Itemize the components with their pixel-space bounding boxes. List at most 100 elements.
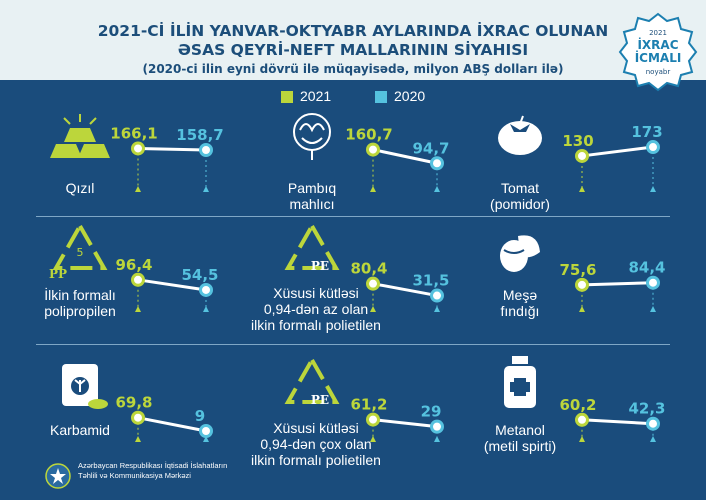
legend-label-2021: 2021 xyxy=(300,88,332,104)
item-label-line: (metil spirti) xyxy=(483,438,557,454)
slope-line xyxy=(372,418,438,429)
value-label-2020: 42,3 xyxy=(628,400,665,418)
emblem-icon xyxy=(45,463,71,489)
item-label: Meşə fındığı xyxy=(440,287,600,319)
point-2021 xyxy=(366,412,380,427)
item-label-line: 0,94-dən çox olan xyxy=(260,436,372,452)
point-2020 xyxy=(646,140,660,155)
value-label-2020: 9 xyxy=(195,407,205,425)
item-label-line: Qızıl xyxy=(65,180,95,196)
svg-text:PE: PE xyxy=(311,393,329,407)
item-label-line: mahlıcı xyxy=(289,196,335,212)
axis-marker-2020 xyxy=(434,436,440,442)
hazelnut-icon xyxy=(500,235,540,272)
page-title-line2: ƏSAS QEYRİ-NEFT MALLARININ SİYAHISI xyxy=(177,41,529,59)
axis-marker-2020 xyxy=(203,306,209,312)
item-label-line: ilkin formalı polietilen xyxy=(251,317,381,333)
value-label-2021: 160,7 xyxy=(345,126,392,144)
point-2020 xyxy=(646,275,660,290)
recycle-pp-icon: 5 PP xyxy=(49,221,108,281)
value-label-2020: 31,5 xyxy=(412,272,449,290)
badge-line1: İXRAC xyxy=(637,37,678,52)
chart-panel xyxy=(0,80,706,500)
point-2021 xyxy=(366,276,380,291)
slope-line xyxy=(137,416,207,433)
item-label: Qızıl xyxy=(0,180,160,196)
value-label-2021: 96,4 xyxy=(115,256,152,274)
axis-marker-2021 xyxy=(135,306,141,312)
badge-month: noyabr xyxy=(646,68,671,76)
badge-year: 2021 xyxy=(649,29,667,37)
point-2020 xyxy=(199,282,213,297)
item-label: Pambıq mahlıcı xyxy=(232,180,392,212)
tomato-icon xyxy=(498,115,542,155)
slope-line xyxy=(137,278,207,292)
legend-swatch-2021 xyxy=(281,91,293,103)
item-label: Karbamid xyxy=(0,422,160,438)
value-label-2021: 60,2 xyxy=(559,396,596,414)
ixrac-icmali-badge: 2021 İXRAC İCMALI noyabr xyxy=(618,12,698,92)
point-2020 xyxy=(430,419,444,434)
cotton-icon xyxy=(293,113,331,160)
item-label: İlkin formalı polipropilen xyxy=(0,287,160,319)
item-label-line: (pomidor) xyxy=(490,196,550,212)
item-label-line: Xüsusi kütləsi xyxy=(273,285,359,301)
point-2021 xyxy=(131,410,145,425)
item-label-line: 0,94-dən az olan xyxy=(263,301,369,317)
axis-marker-2021 xyxy=(579,306,585,312)
axis-marker-2020 xyxy=(434,186,440,192)
item-label-line: fındığı xyxy=(500,303,540,319)
value-label-2021: 130 xyxy=(562,132,593,150)
slope-line xyxy=(372,282,438,298)
axis-marker-2020 xyxy=(203,436,209,442)
item-label-line: ilkin formalı polietilen xyxy=(251,452,381,468)
axis-marker-2021 xyxy=(135,186,141,192)
value-label-2020: 94,7 xyxy=(412,139,449,157)
value-label-2020: 84,4 xyxy=(628,259,665,277)
point-2020 xyxy=(199,424,213,438)
point-2020 xyxy=(430,288,444,303)
gold-bars-icon xyxy=(50,114,110,158)
axis-marker-2020 xyxy=(203,186,209,192)
legend-swatch-2020 xyxy=(375,91,387,103)
value-label-2020: 173 xyxy=(631,123,662,141)
svg-text:PE: PE xyxy=(311,259,329,273)
axis-marker-2021 xyxy=(370,186,376,192)
point-2021 xyxy=(131,272,145,287)
point-2021 xyxy=(366,142,380,157)
fertilizer-bag-icon xyxy=(62,364,108,409)
point-2021 xyxy=(575,277,589,292)
axis-marker-2021 xyxy=(579,186,585,192)
axis-marker-2021 xyxy=(370,306,376,312)
slope-line xyxy=(581,145,654,158)
axis-marker-2021 xyxy=(370,436,376,442)
page-title-line1: 2021-Cİ İLİN YANVAR-OKTYABR AYLARINDA İX… xyxy=(97,22,609,40)
recycle-pe-icon: PE xyxy=(284,355,340,407)
axis-marker-2021 xyxy=(135,436,141,442)
page-subtitle: (2020-ci ilin eyni dövrü ilə müqayisədə,… xyxy=(142,62,564,76)
recycle-pe-icon: PE xyxy=(284,221,340,273)
bottle-icon xyxy=(504,356,536,408)
point-2020 xyxy=(430,156,444,171)
value-label-2021: 166,1 xyxy=(110,124,157,142)
value-label-2020: 158,7 xyxy=(176,126,223,144)
footer-org: Azərbaycan Respublikası İqtisadi İslahat… xyxy=(78,461,228,480)
slope-line xyxy=(137,146,207,152)
point-2021 xyxy=(575,148,589,163)
item-label-line: Meşə xyxy=(502,287,538,303)
item-label-line: Xüsusi kütləsi xyxy=(273,420,359,436)
row-divider-2 xyxy=(36,344,670,345)
value-label-2020: 29 xyxy=(421,403,442,421)
point-2020 xyxy=(646,416,660,431)
value-label-2021: 61,2 xyxy=(350,396,387,414)
row-divider-1 xyxy=(36,216,670,217)
item-label: Xüsusi kütləsi 0,94-dən az olan ilkin form… xyxy=(236,285,396,333)
value-label-2020: 54,5 xyxy=(181,266,218,284)
axis-marker-2020 xyxy=(650,436,656,442)
slope-line xyxy=(372,148,438,165)
slope-line xyxy=(581,281,654,287)
item-label: Xüsusi kütləsi 0,94-dən çox olan ilkin for… xyxy=(236,420,396,468)
slope-line xyxy=(581,418,654,426)
